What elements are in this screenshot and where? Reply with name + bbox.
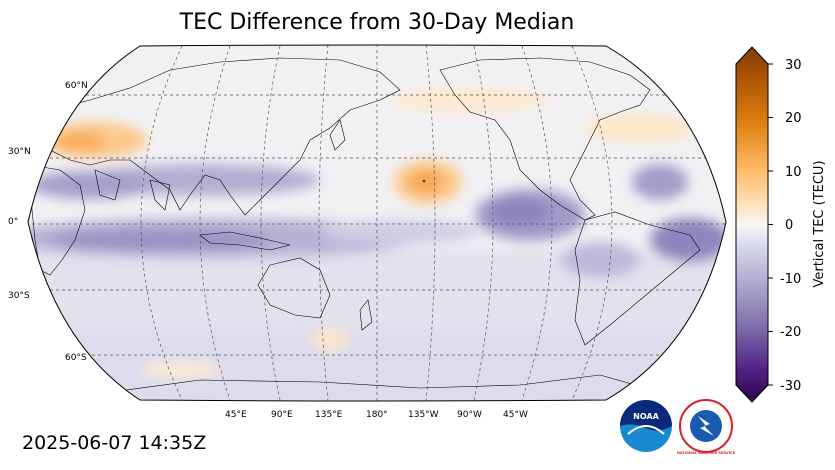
agency-logos: NOAA NATIONAL WEATHER SERVICE [620, 399, 736, 455]
lat-label-0: 0° [8, 217, 18, 227]
colorbar-tick-20: 20 [785, 111, 802, 126]
lon-label-180: 180° [366, 410, 388, 420]
lon-label-135w: 135°W [408, 410, 439, 420]
colorbar: 30 20 10 0 -10 -20 -30 Vertical TEC (TEC… [735, 46, 827, 403]
lon-label-45e: 45°E [225, 410, 247, 420]
north-pacific-positive-anomaly [390, 88, 550, 112]
lon-label-135e: 135°E [315, 410, 343, 420]
colorbar-body [735, 46, 769, 403]
colorbar-tick-10: 10 [785, 165, 802, 180]
nws-logo-text: NATIONAL WEATHER SERVICE [677, 451, 736, 455]
south-america-negative-anomaly [650, 218, 726, 262]
colorbar-tick-neg10: -10 [780, 272, 801, 287]
graticule [28, 45, 726, 401]
colorbar-tick-0: 0 [785, 218, 793, 233]
coastlines [29, 47, 701, 396]
colorbar-label: Vertical TEC (TECU) [812, 160, 827, 287]
globe-outline [27, 44, 727, 402]
lon-label-90w: 90°W [457, 410, 482, 420]
colorbar-tick-neg20: -20 [780, 325, 801, 340]
lon-label-45w: 45°W [503, 410, 528, 420]
noaa-logo: NOAA [620, 400, 672, 452]
colorbar-tick-30: 30 [785, 58, 802, 73]
lat-label-30s: 30°S [8, 291, 30, 301]
lat-label-30n: 30°N [8, 147, 31, 157]
map-title: TEC Difference from 30-Day Median [179, 10, 575, 35]
anomaly-field [28, 45, 726, 401]
colorbar-tick-neg30: -30 [780, 379, 801, 394]
lat-label-60n: 60°N [65, 81, 88, 91]
nws-logo: NATIONAL WEATHER SERVICE [677, 399, 736, 455]
lon-label-90e: 90°E [271, 410, 293, 420]
noaa-logo-text: NOAA [633, 412, 659, 421]
timestamp: 2025-06-07 14:35Z [22, 432, 207, 454]
lat-label-60s: 60°S [65, 353, 87, 363]
